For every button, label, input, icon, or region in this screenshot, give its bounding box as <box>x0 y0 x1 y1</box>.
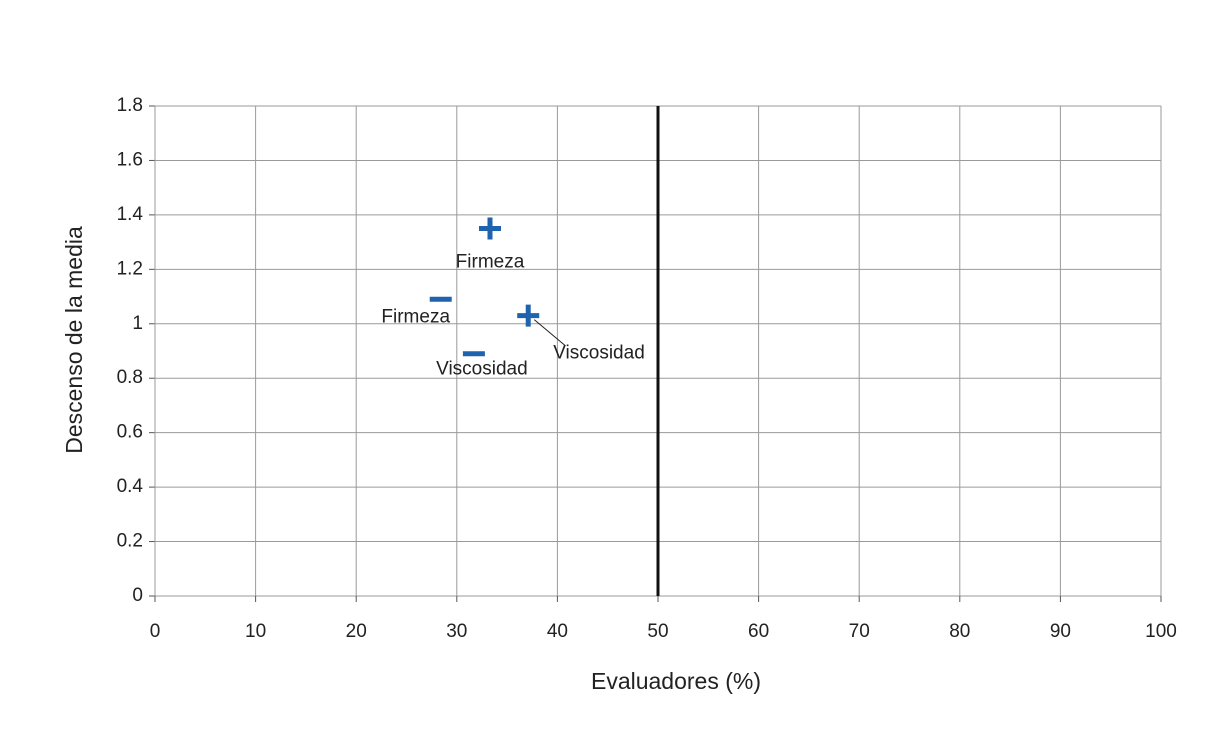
y-tick-label: 1.6 <box>117 149 143 170</box>
y-tick-label: 1.2 <box>117 258 143 279</box>
x-tick-label: 10 <box>245 621 266 642</box>
point-label: Firmeza <box>381 306 450 327</box>
point <box>517 304 540 327</box>
x-tick-label: 30 <box>446 621 467 642</box>
x-tick-label: 0 <box>150 621 161 642</box>
leader-line <box>533 319 566 346</box>
point-label: Firmeza <box>456 252 525 273</box>
x-tick-label: 100 <box>1145 621 1177 642</box>
x-tick-label: 60 <box>748 621 769 642</box>
x-tick-label: 80 <box>949 621 970 642</box>
x-tick-label: 40 <box>547 621 568 642</box>
x-tick-label: 70 <box>849 621 870 642</box>
y-tick-label: 1 <box>132 313 143 334</box>
x-tick-label: 90 <box>1050 621 1071 642</box>
y-tick-label: 1.4 <box>117 204 144 225</box>
y-tick-label: 0.2 <box>117 531 143 552</box>
y-tick-label: 0.8 <box>117 367 143 388</box>
y-tick-label: 1.8 <box>117 95 143 116</box>
point-label: Viscosidad <box>553 343 645 364</box>
y-tick-label: 0 <box>132 585 143 606</box>
y-tick-label: 0.6 <box>117 422 143 443</box>
point-label: Viscosidad <box>436 359 528 380</box>
x-tick-label: 20 <box>346 621 367 642</box>
point <box>478 217 501 240</box>
y-tick-label: 0.4 <box>117 476 144 497</box>
y-axis-title: Descenso de la media <box>61 226 87 454</box>
x-axis-title: Evaluadores (%) <box>591 668 761 694</box>
x-tick-label: 50 <box>647 621 668 642</box>
